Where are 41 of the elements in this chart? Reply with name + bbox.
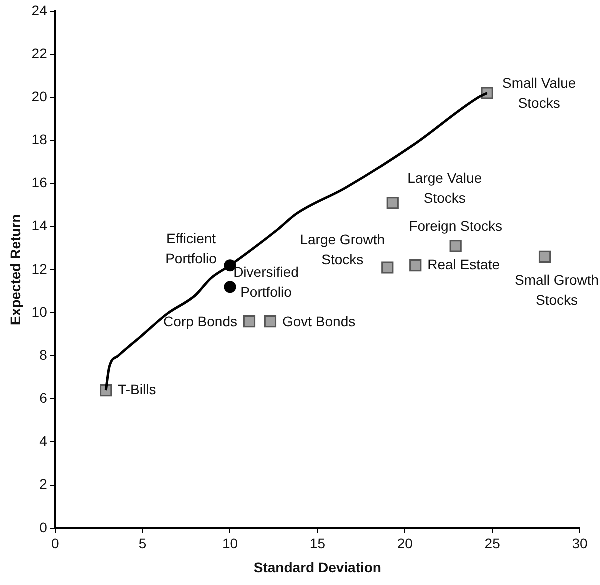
series-label: Foreign Stocks [409,218,503,234]
y-tick-label: 2 [40,476,48,492]
series-label: Corp Bonds [164,313,238,330]
x-axis-title: Standard Deviation [254,559,382,576]
y-tick-label: 16 [32,174,48,191]
x-tick-label: 30 [572,536,588,552]
y-tick-label: 0 [40,519,48,536]
x-tick-label: 0 [51,536,60,552]
point [538,250,552,264]
series-label: Diversified Portfolio [234,264,299,300]
y-axis-title: Expected Return [7,214,24,326]
point [410,260,422,272]
y-tick-label: 20 [32,88,48,104]
series-label: Govt Bonds [282,313,356,330]
point [450,240,462,252]
y-tick-label: 22 [32,45,48,62]
x-tick-label: 25 [484,536,501,552]
point [386,197,399,210]
x-tick-label: 10 [222,536,238,552]
point [224,281,236,294]
series-label: T-Bills [118,381,156,398]
x-tick-label: 15 [310,536,326,552]
y-tick-label: 6 [40,390,48,406]
point [382,262,394,274]
series-label: Real Estate [428,256,500,272]
y-tick-label: 18 [32,132,48,148]
y-tick-label: 12 [32,260,48,277]
y-tick-label: 24 [32,2,48,18]
y-tick-label: 10 [32,304,48,320]
point [264,316,277,328]
series-label: Large Value Stocks [408,170,482,206]
y-tick-label: 4 [40,433,48,450]
x-tick-label: 5 [138,536,147,552]
y-tick-label: 14 [32,218,48,234]
x-tick-label: 20 [397,536,414,552]
y-tick-label: 8 [40,346,48,363]
series-label: Large Growth Stocks [300,232,386,268]
point [243,316,256,328]
series-label: Efficient Portfolio [166,230,218,266]
series-label: Small Growth Stocks [515,272,600,308]
series-label: Small Value Stocks [502,75,576,112]
